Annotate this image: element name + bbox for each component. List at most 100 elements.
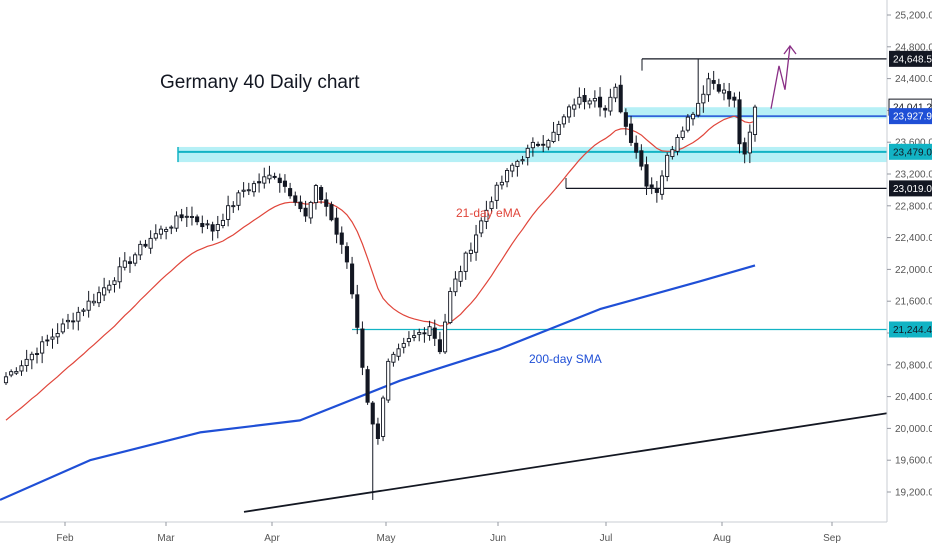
candle-body [711, 80, 716, 84]
candle-body [727, 91, 732, 100]
candle-body [282, 180, 287, 187]
price-label-box [889, 108, 932, 125]
candle-body [3, 376, 9, 384]
candle-body [14, 370, 19, 374]
candle-body [386, 360, 391, 401]
candle-body [257, 181, 262, 184]
candle-body [649, 184, 654, 188]
candle-body [732, 96, 737, 101]
candle-body [50, 336, 55, 340]
candle-body [262, 176, 267, 184]
candle-body [401, 343, 406, 348]
candle-body [148, 237, 153, 249]
candle-body [329, 204, 334, 221]
projection-path [770, 45, 791, 109]
candle-body [277, 177, 282, 184]
price-label-box [889, 321, 932, 338]
candle-body [76, 311, 81, 322]
candle-body [319, 187, 324, 200]
candle-body [308, 201, 313, 219]
candle-body [417, 332, 422, 335]
candle-body [246, 189, 251, 192]
candle-body [40, 341, 45, 354]
candle-body [55, 333, 60, 338]
candle-body [680, 130, 685, 138]
sma-layer [0, 264, 756, 501]
candle-body [189, 216, 195, 218]
y-tick-label: 22,000.0 [895, 265, 932, 276]
y-tick-label: 23,200.0 [895, 170, 932, 181]
y-tick-label: 19,200.0 [895, 488, 932, 499]
x-tick-label: Feb [56, 533, 74, 544]
candle-body [613, 86, 618, 99]
candle-body [510, 164, 515, 172]
candle-body [267, 174, 272, 180]
candle-body [685, 116, 690, 131]
candle-body [525, 147, 530, 158]
y-tick-label: 25,200.0 [895, 11, 932, 22]
candle-body [396, 348, 401, 357]
candle-body [443, 321, 448, 353]
price-label: 23,479.0 [889, 143, 932, 160]
candle-body [251, 183, 256, 193]
candle-body [86, 300, 91, 311]
candle-body [158, 228, 164, 235]
candle-body [236, 192, 241, 206]
trend-layer [243, 412, 888, 513]
candle-body [344, 246, 349, 263]
candle-body [474, 234, 479, 253]
candle-body [432, 327, 437, 339]
candle-body [696, 102, 701, 116]
candle-body [644, 164, 649, 187]
candle-body [484, 209, 489, 222]
candle-body [670, 149, 675, 157]
y-tick-label: 19,600.0 [895, 456, 932, 467]
candle-body [412, 335, 417, 338]
candle-body [355, 294, 360, 328]
candle-body [520, 159, 525, 162]
candle-body [81, 309, 86, 312]
price-label-text: 23,019.0 [893, 184, 932, 195]
candle-body [592, 98, 597, 102]
price-label-text: 23,927.9 [893, 112, 932, 123]
candle-body [375, 423, 380, 439]
price-label-text: 23,479.0 [893, 147, 932, 158]
candle-body [24, 358, 29, 367]
candle-body [479, 220, 484, 234]
trendline [243, 412, 888, 513]
candle-body [324, 199, 329, 207]
candle-body [174, 215, 179, 229]
candle-body [112, 280, 117, 285]
candle-body [618, 84, 623, 113]
price-label: 21,244.4 [889, 321, 932, 338]
candle-body [107, 284, 112, 291]
candle-body [742, 142, 747, 155]
candle-body [210, 224, 215, 232]
candle-body [453, 278, 458, 293]
candle-body [117, 266, 122, 283]
candle-body [737, 99, 742, 145]
candle-body [752, 106, 758, 135]
candle-body [102, 287, 107, 296]
sma-label: 200-day SMA [529, 352, 602, 366]
candle-body [200, 223, 205, 228]
price-label-text: 24,041.2 [893, 103, 932, 114]
candle-body [603, 107, 608, 111]
candle-body [505, 169, 510, 183]
candle-body [298, 201, 303, 210]
candle-body [143, 243, 148, 247]
price-label-box [889, 50, 932, 67]
candle-body [468, 249, 473, 254]
candle-body [288, 188, 293, 197]
price-label-text: 21,244.4 [893, 325, 932, 336]
candle-body [334, 217, 339, 235]
candle-body [716, 84, 721, 92]
candle-body [458, 271, 463, 282]
candle-body [535, 143, 541, 146]
candle-body [654, 189, 659, 193]
candle-body [71, 320, 76, 323]
candle-body [184, 215, 189, 218]
candle-body [566, 106, 572, 118]
candle-body [360, 328, 365, 368]
candle-body [406, 338, 411, 343]
